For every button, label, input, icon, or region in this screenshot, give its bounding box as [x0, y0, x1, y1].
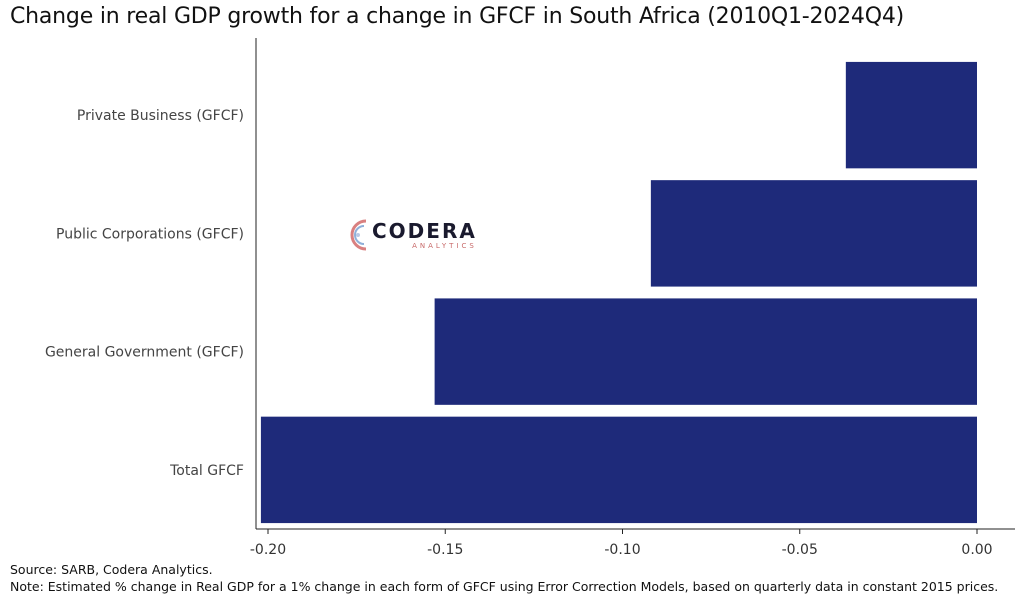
- category-labels-group: Private Business (GFCF) Public Corporatio…: [45, 108, 244, 479]
- bar-0: [845, 61, 977, 169]
- logo-name: CODERA: [372, 219, 477, 243]
- category-label-3: Total GFCF: [169, 463, 244, 479]
- category-label-1: Public Corporations (GFCF): [56, 226, 244, 242]
- methodology-note: Note: Estimated % change in Real GDP for…: [10, 579, 999, 594]
- bar-2: [434, 298, 977, 405]
- bar-3: [260, 416, 977, 524]
- chart-title: Change in real GDP growth for a change i…: [10, 4, 905, 29]
- x-tick-label-0: -0.20: [250, 542, 286, 558]
- category-label-2: General Government (GFCF): [45, 345, 244, 361]
- codera-logo: CODERA ANALYTICS: [348, 216, 477, 254]
- bar-1: [650, 180, 977, 287]
- x-tick-label-2: -0.10: [604, 542, 640, 558]
- x-tick-label-1: -0.15: [427, 542, 463, 558]
- codera-logo-mark-icon: [350, 219, 367, 251]
- x-tick-label-3: -0.05: [782, 542, 818, 558]
- x-ticks-group: -0.20 -0.15 -0.10 -0.05 0.00: [250, 529, 993, 558]
- category-label-0: Private Business (GFCF): [77, 108, 244, 124]
- logo-subtitle: ANALYTICS: [412, 242, 477, 250]
- source-note: Source: SARB, Codera Analytics.: [10, 562, 213, 577]
- x-tick-label-4: 0.00: [961, 542, 992, 558]
- bars-group: [260, 61, 977, 524]
